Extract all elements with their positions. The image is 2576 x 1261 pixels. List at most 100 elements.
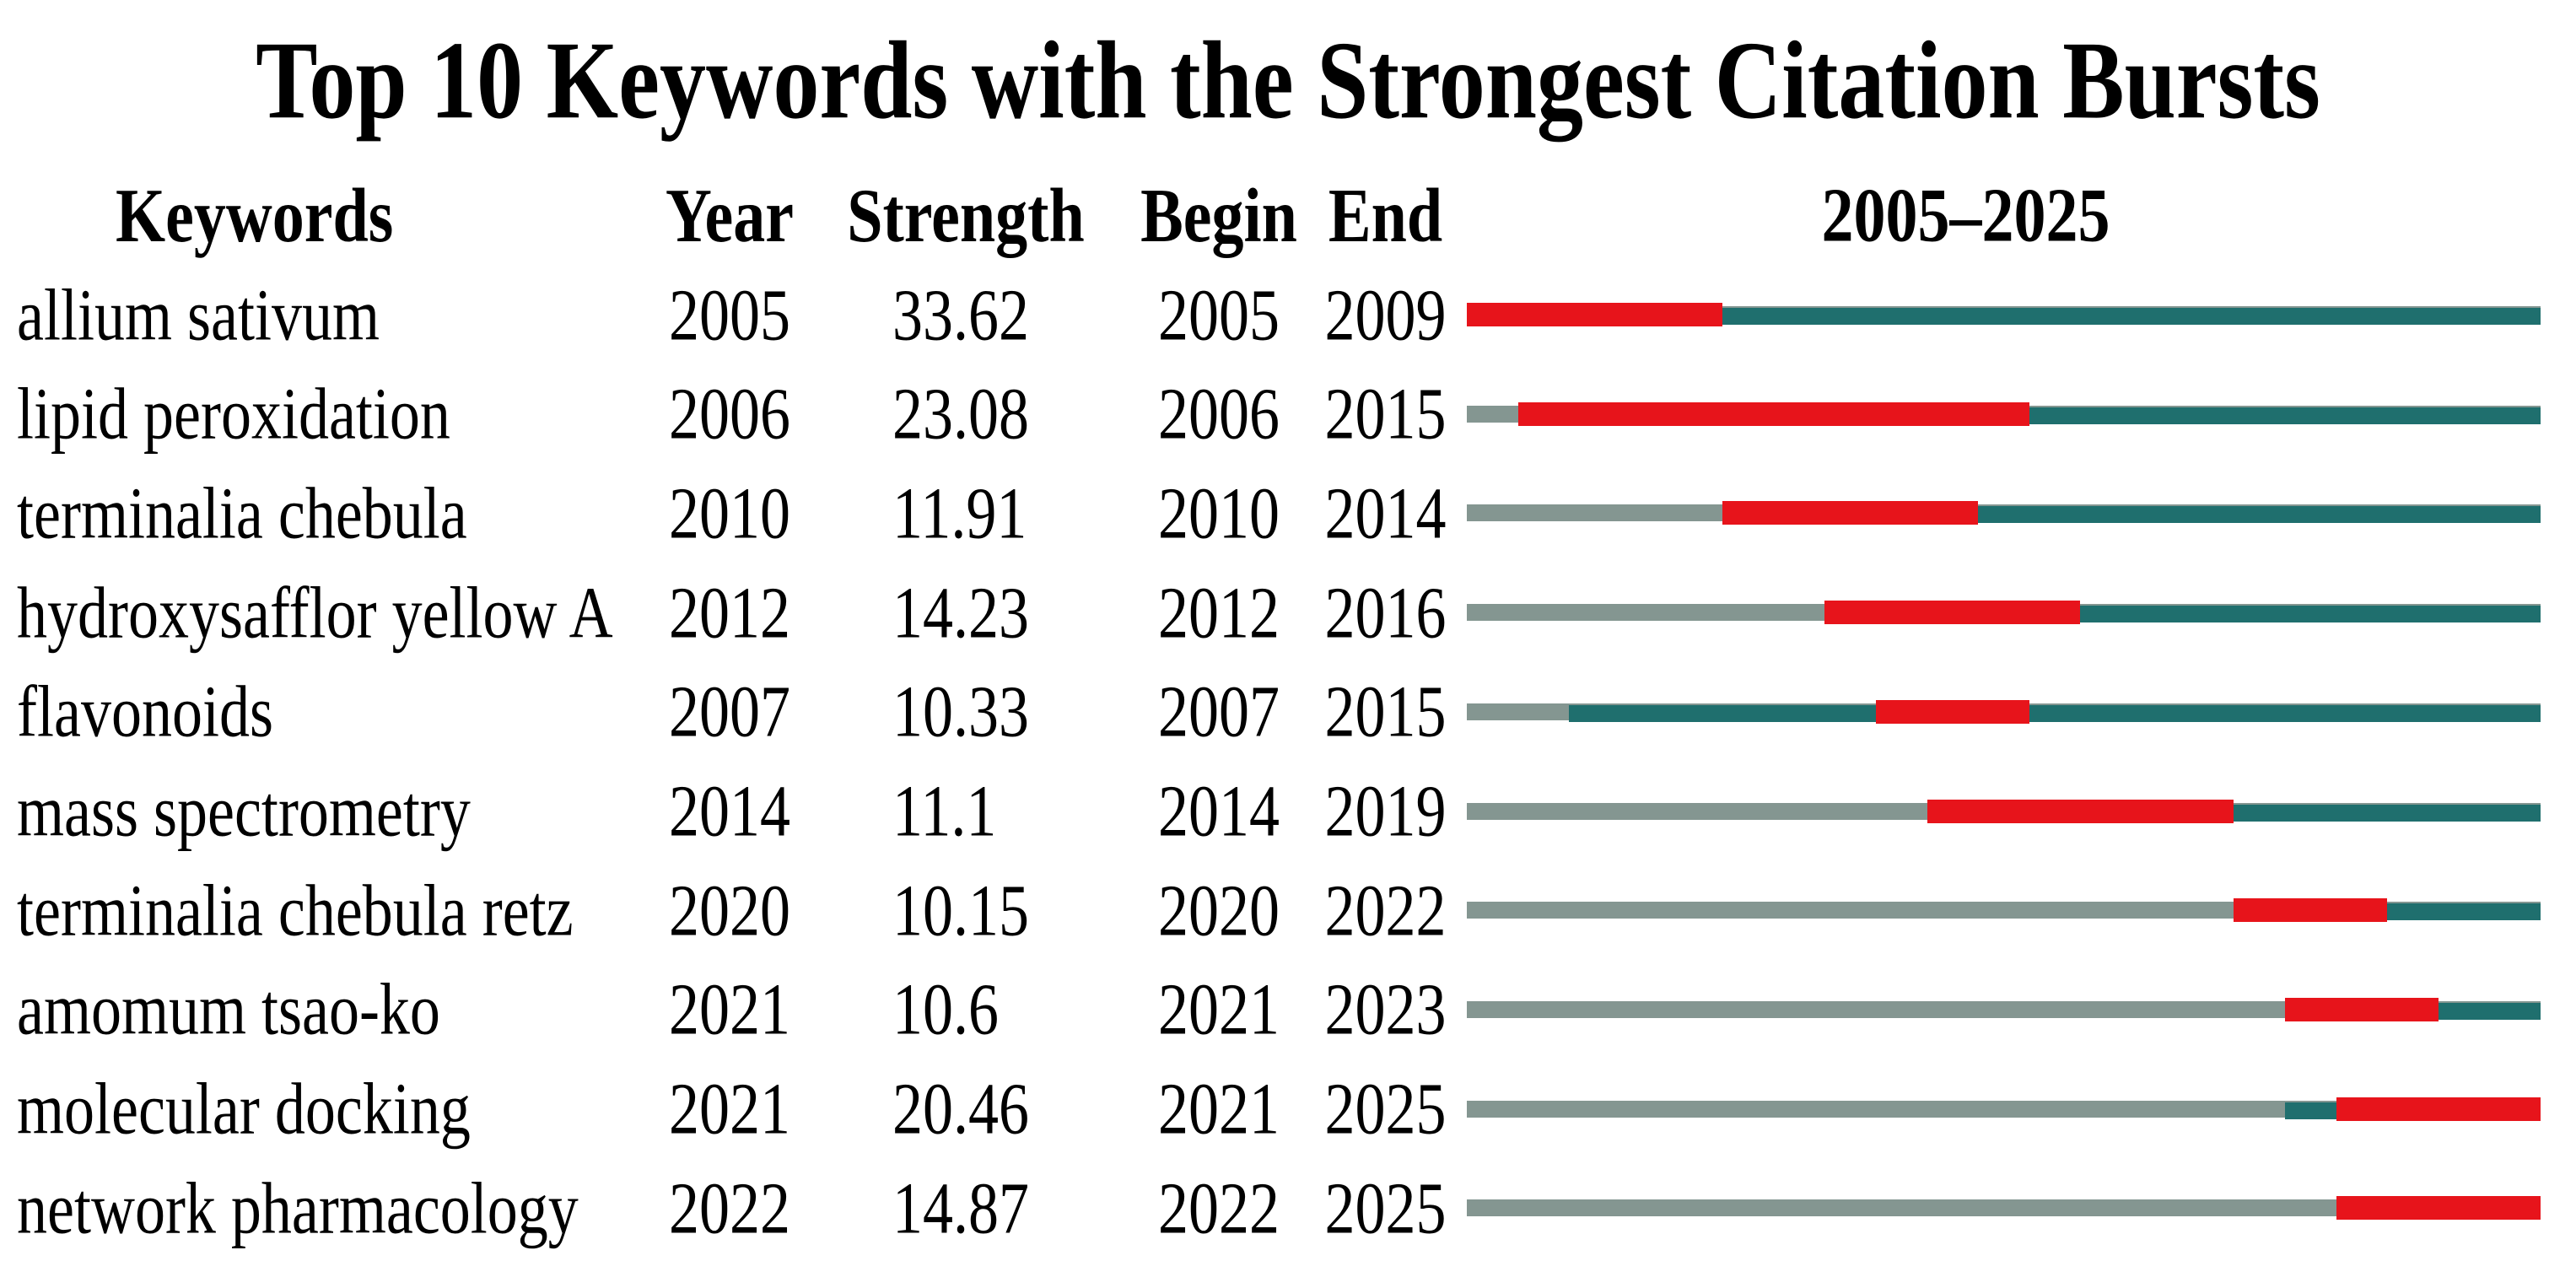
year-cell: 2005 bbox=[658, 274, 801, 355]
keyword-label: network pharmacology bbox=[17, 1167, 579, 1249]
keyword-label: mass spectrometry bbox=[17, 770, 471, 852]
strength-value: 11.91 bbox=[892, 472, 1027, 554]
begin-value: 2006 bbox=[1158, 374, 1280, 455]
end-value: 2014 bbox=[1324, 472, 1447, 554]
strength-value: 14.23 bbox=[892, 572, 1029, 654]
keyword-cell: amomum tsao-ko bbox=[0, 969, 658, 1050]
table-row: molecular docking 2021 20.46 2021 2025 bbox=[0, 1060, 2576, 1160]
end-cell: 2023 bbox=[1307, 969, 1463, 1050]
end-cell: 2015 bbox=[1307, 671, 1463, 752]
end-value: 2022 bbox=[1324, 870, 1447, 951]
keyword-cell: allium sativum bbox=[0, 274, 658, 355]
begin-cell: 2021 bbox=[1130, 1069, 1307, 1150]
keyword-label: flavonoids bbox=[17, 671, 273, 753]
strength-cell: 11.91 bbox=[801, 473, 1130, 554]
end-cell: 2025 bbox=[1307, 1168, 1463, 1249]
begin-cell: 2020 bbox=[1130, 870, 1307, 951]
begin-cell: 2021 bbox=[1130, 969, 1307, 1050]
keyword-cell: lipid peroxidation bbox=[0, 374, 658, 455]
keyword-cell: flavonoids bbox=[0, 671, 658, 752]
end-cell: 2025 bbox=[1307, 1069, 1463, 1150]
header-timeline-period: 2005–2025 bbox=[1821, 173, 2110, 258]
strength-cell: 11.1 bbox=[801, 771, 1130, 852]
year-cell: 2012 bbox=[658, 572, 801, 653]
begin-cell: 2005 bbox=[1130, 274, 1307, 355]
page-title: Top 10 Keywords with the Strongest Citat… bbox=[0, 15, 2576, 145]
strength-value: 23.08 bbox=[892, 374, 1029, 455]
year-cell: 2021 bbox=[658, 1069, 801, 1150]
timeline-track-inactive bbox=[1467, 1199, 2541, 1217]
year-value: 2007 bbox=[669, 671, 790, 753]
end-cell: 2019 bbox=[1307, 771, 1463, 852]
table-row: flavonoids 2007 10.33 2007 2015 bbox=[0, 663, 2576, 763]
header-begin: Begin bbox=[1140, 173, 1297, 258]
year-value: 2010 bbox=[669, 472, 790, 554]
year-cell: 2014 bbox=[658, 771, 801, 852]
strength-value: 10.15 bbox=[892, 870, 1029, 951]
year-value: 2006 bbox=[669, 374, 790, 455]
strength-value: 14.87 bbox=[892, 1167, 1029, 1249]
header-end: End bbox=[1328, 173, 1443, 258]
keyword-cell: network pharmacology bbox=[0, 1168, 658, 1249]
timeline-burst-segment bbox=[1875, 699, 2029, 724]
table-row: network pharmacology 2022 14.87 2022 202… bbox=[0, 1159, 2576, 1258]
strength-value: 20.46 bbox=[892, 1068, 1029, 1150]
table-row: lipid peroxidation 2006 23.08 2006 2015 bbox=[0, 365, 2576, 465]
year-value: 2014 bbox=[669, 770, 790, 852]
strength-cell: 10.6 bbox=[801, 969, 1130, 1050]
page-title-text: Top 10 Keywords with the Strongest Citat… bbox=[256, 18, 2320, 142]
year-value: 2012 bbox=[669, 572, 790, 654]
begin-value: 2014 bbox=[1158, 770, 1280, 852]
year-value: 2020 bbox=[669, 870, 790, 951]
table-row: hydroxysafflor yellow A 2012 14.23 2012 … bbox=[0, 563, 2576, 663]
strength-cell: 23.08 bbox=[801, 374, 1130, 455]
begin-value: 2007 bbox=[1158, 671, 1280, 753]
keyword-label: terminalia chebula bbox=[17, 472, 467, 554]
table-row: allium sativum 2005 33.62 2005 2009 bbox=[0, 266, 2576, 365]
timeline-active-segment bbox=[1467, 308, 2541, 325]
keyword-cell: terminalia chebula bbox=[0, 473, 658, 554]
timeline-burst-segment bbox=[2336, 1196, 2541, 1221]
timeline-active-segment bbox=[1569, 704, 2541, 722]
begin-cell: 2014 bbox=[1130, 771, 1307, 852]
table-header-row: Keywords Year Strength Begin End 2005–20… bbox=[0, 166, 2576, 266]
keyword-cell: hydroxysafflor yellow A bbox=[0, 572, 658, 653]
end-value: 2023 bbox=[1324, 969, 1447, 1051]
year-value: 2022 bbox=[669, 1167, 790, 1249]
timeline-burst-segment bbox=[1722, 501, 1979, 525]
end-cell: 2022 bbox=[1307, 870, 1463, 951]
begin-value: 2021 bbox=[1158, 969, 1280, 1051]
end-cell: 2016 bbox=[1307, 572, 1463, 653]
timeline-bar bbox=[1467, 699, 2541, 725]
timeline-bar bbox=[1467, 799, 2541, 825]
end-cell: 2009 bbox=[1307, 274, 1463, 355]
begin-cell: 2022 bbox=[1130, 1168, 1307, 1249]
timeline-burst-segment bbox=[1467, 303, 1723, 326]
header-keywords: Keywords bbox=[116, 173, 394, 258]
strength-cell: 14.23 bbox=[801, 572, 1130, 653]
keyword-label: hydroxysafflor yellow A bbox=[17, 572, 613, 654]
begin-value: 2010 bbox=[1158, 472, 1280, 554]
timeline-bar bbox=[1467, 1097, 2541, 1123]
begin-cell: 2007 bbox=[1130, 671, 1307, 752]
year-cell: 2006 bbox=[658, 374, 801, 455]
begin-value: 2012 bbox=[1158, 572, 1280, 654]
timeline-burst-segment bbox=[2336, 1097, 2541, 1121]
timeline-bar bbox=[1467, 401, 2541, 428]
keyword-label: allium sativum bbox=[17, 274, 380, 356]
end-cell: 2015 bbox=[1307, 374, 1463, 455]
year-cell: 2007 bbox=[658, 671, 801, 752]
begin-value: 2022 bbox=[1158, 1167, 1280, 1249]
timeline-burst-segment bbox=[2284, 997, 2439, 1021]
keyword-label: terminalia chebula retz bbox=[17, 870, 574, 951]
keyword-label: amomum tsao-ko bbox=[17, 969, 440, 1051]
begin-cell: 2006 bbox=[1130, 374, 1307, 455]
keyword-cell: terminalia chebula retz bbox=[0, 870, 658, 951]
timeline-bar bbox=[1467, 501, 2541, 526]
strength-cell: 20.46 bbox=[801, 1069, 1130, 1150]
header-strength: Strength bbox=[847, 173, 1085, 258]
end-value: 2025 bbox=[1324, 1167, 1447, 1249]
keyword-cell: mass spectrometry bbox=[0, 771, 658, 852]
strength-cell: 33.62 bbox=[801, 274, 1130, 355]
